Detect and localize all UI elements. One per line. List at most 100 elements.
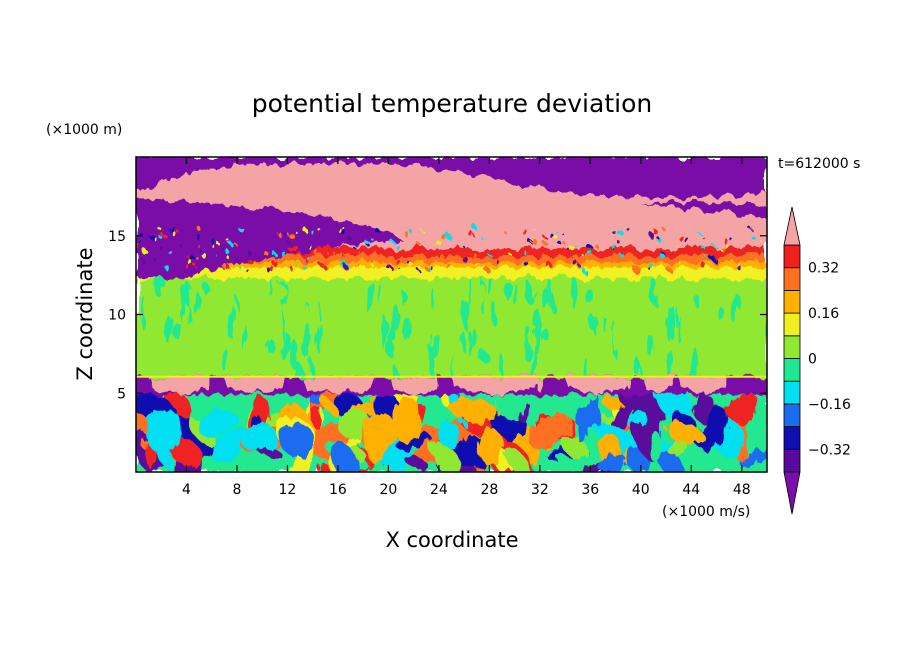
colorbar-segment [783, 335, 801, 359]
speckle [183, 262, 189, 268]
speckle [348, 237, 353, 242]
speckle [353, 246, 356, 249]
lower-blob [528, 413, 573, 450]
speckle [292, 253, 296, 256]
colorbar-segment [783, 448, 801, 473]
speckle [245, 269, 249, 272]
speckle [473, 226, 479, 232]
speckle [543, 241, 548, 246]
mid-streak [727, 287, 736, 304]
inversion-positive [224, 376, 288, 395]
colorbar-segment [783, 380, 801, 405]
speckle [365, 240, 370, 245]
lower-blob [428, 439, 464, 472]
lower-blob [578, 395, 599, 443]
lower-blob [646, 431, 663, 461]
speckle [300, 263, 305, 268]
y-tick-label: 15 [108, 229, 126, 245]
lower-blob [319, 396, 338, 415]
speckle [731, 240, 735, 243]
speckle [720, 246, 725, 251]
mid-streak [557, 300, 565, 334]
speckle [427, 265, 430, 269]
mid-streak [602, 284, 609, 319]
speckle [293, 246, 299, 253]
mid-streak [615, 313, 624, 329]
speckle [484, 267, 491, 273]
mid-streak [541, 328, 550, 344]
inversion-positive [678, 376, 730, 395]
speckle [374, 227, 379, 233]
mid-streak [638, 322, 647, 360]
speckle [446, 264, 452, 270]
speckle [159, 240, 162, 243]
speckle [648, 263, 654, 269]
x-tick-label: 32 [531, 482, 549, 498]
mid-streak [474, 272, 483, 303]
speckle [163, 234, 168, 240]
lower-blob [665, 420, 705, 447]
speckle [566, 247, 570, 250]
speckle [665, 266, 670, 271]
speckle [209, 237, 215, 243]
speckle [549, 233, 554, 238]
speckle [679, 262, 683, 266]
mid-streak [707, 292, 711, 328]
mid-streak [397, 308, 405, 346]
mid-streak [551, 348, 555, 383]
speckle [437, 252, 443, 257]
inversion-line [136, 375, 767, 378]
speckle [216, 242, 220, 246]
speckle [232, 245, 236, 249]
mid-streak [687, 301, 695, 327]
mid-streak [482, 286, 487, 309]
speckle [736, 261, 741, 266]
speckle [379, 260, 384, 265]
mid-streak [531, 347, 537, 380]
speckle [543, 235, 547, 239]
mid-streak [525, 282, 534, 304]
speckle [224, 249, 228, 254]
x-tick-label: 48 [733, 482, 751, 498]
lower-blob [136, 411, 152, 433]
mid-streak [338, 322, 344, 337]
speckle [389, 238, 393, 242]
mid-streak [155, 316, 161, 344]
speckle [659, 252, 664, 258]
mid-streak [608, 329, 615, 353]
mid-streak [433, 331, 439, 360]
lower-blob [597, 454, 627, 472]
speckle [370, 263, 374, 267]
speckle [312, 232, 317, 236]
speckle [713, 245, 716, 248]
speckle [161, 238, 165, 242]
speckle [199, 248, 202, 252]
chart-title: potential temperature deviation [252, 89, 652, 118]
lower-blob [144, 410, 183, 451]
speckle [271, 251, 276, 256]
mid-streak [210, 272, 220, 307]
mid-streak [388, 342, 396, 359]
mid-streak [518, 307, 526, 319]
mid-streak [185, 352, 195, 382]
speckle [533, 240, 539, 246]
speckle [340, 228, 345, 234]
mid-streak [645, 350, 652, 367]
speckle [723, 238, 729, 245]
mid-streak [577, 337, 584, 374]
speckle [314, 250, 320, 256]
contour-field [136, 157, 767, 472]
speckle [153, 236, 157, 240]
speckle [685, 239, 691, 245]
speckle [702, 236, 705, 239]
speckle [289, 266, 294, 271]
speckle [676, 252, 679, 255]
speckle [719, 247, 721, 250]
inversion-positive [388, 376, 439, 395]
speckle [180, 244, 182, 247]
speckle [148, 232, 154, 239]
speckle [553, 234, 558, 239]
speckle [621, 255, 626, 259]
x-tick-label: 40 [632, 482, 650, 498]
colorbar: −0.32 −0.16 0 0.16 0.32 [783, 206, 851, 515]
